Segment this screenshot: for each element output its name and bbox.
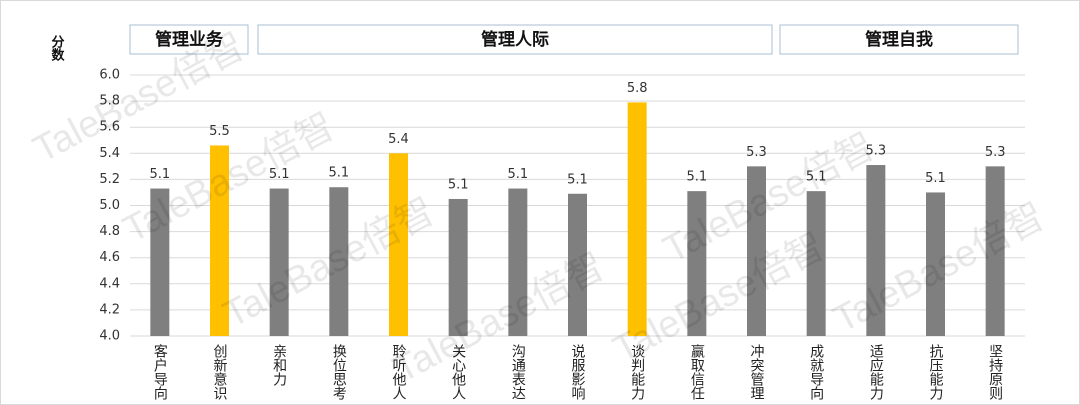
value-label: 5.1 [507, 167, 528, 182]
value-label: 5.1 [686, 170, 707, 185]
bar [389, 153, 408, 336]
y-tick-label: 4.8 [99, 224, 120, 239]
y-tick-label: 5.2 [99, 172, 120, 187]
value-label: 5.1 [925, 171, 946, 186]
x-tick-label: 赢取信任 [689, 343, 705, 400]
bar [269, 188, 289, 336]
value-label: 5.3 [985, 145, 1006, 160]
bar [150, 188, 170, 336]
y-tick-label: 5.8 [99, 94, 120, 109]
bar [448, 198, 468, 336]
group-label: 管理自我 [865, 29, 933, 50]
value-label: 5.4 [388, 132, 409, 147]
x-tick-label: 冲突管理 [749, 344, 765, 400]
group-box [129, 24, 249, 55]
x-tick-label: 适应能力 [868, 344, 884, 401]
bar [210, 145, 229, 336]
bar [627, 102, 647, 336]
x-tick-label: 抗压能力 [928, 344, 944, 401]
group-box [779, 24, 1019, 55]
bar [687, 191, 707, 336]
x-tick-label: 说服影响 [570, 344, 586, 400]
y-tick-label: 4.2 [99, 302, 120, 317]
x-tick-label: 聆听他人 [391, 344, 407, 400]
x-tick-label: 谈判能力 [629, 344, 645, 401]
y-tick-label: 4.4 [99, 276, 120, 291]
x-tick-label: 关心他人 [450, 344, 466, 400]
x-tick-label: 创新意识 [212, 344, 228, 400]
value-label: 5.1 [448, 177, 469, 192]
y-tick-label: 5.6 [99, 120, 120, 135]
group-box [257, 24, 773, 55]
y-tick-label: 4.6 [99, 250, 120, 265]
y-tick-label: 5.4 [99, 146, 120, 161]
value-label: 5.8 [627, 81, 648, 96]
x-tick-label: 沟通表达 [510, 344, 526, 400]
value-label: 5.3 [746, 145, 767, 160]
bar [568, 193, 587, 336]
value-label: 5.1 [328, 166, 349, 181]
x-tick-label: 亲和力 [271, 344, 287, 387]
group-label: 管理业务 [155, 29, 224, 50]
y-tick-label: 5.0 [99, 198, 120, 213]
value-label: 5.1 [269, 167, 290, 182]
x-tick-label: 换位思考 [331, 343, 347, 400]
bar [806, 191, 826, 336]
value-label: 5.3 [865, 144, 886, 159]
bar [866, 165, 886, 336]
y-tick-label: 6.0 [99, 68, 120, 83]
value-label: 5.1 [567, 172, 588, 187]
bar [508, 188, 528, 336]
x-tick-label: 成就导向 [808, 344, 824, 400]
x-tick-label: 客户导向 [152, 343, 168, 400]
y-tick-label: 4.0 [99, 329, 120, 344]
bar [329, 187, 349, 336]
group-label: 管理人际 [481, 29, 549, 50]
bar [926, 192, 945, 336]
bar [985, 166, 1005, 336]
value-label: 5.5 [209, 124, 230, 139]
value-label: 5.1 [806, 170, 827, 185]
x-tick-label: 坚持原则 [987, 344, 1003, 401]
value-label: 5.1 [149, 167, 170, 182]
bar [747, 166, 766, 336]
y-axis-label: 分数 [49, 34, 65, 62]
